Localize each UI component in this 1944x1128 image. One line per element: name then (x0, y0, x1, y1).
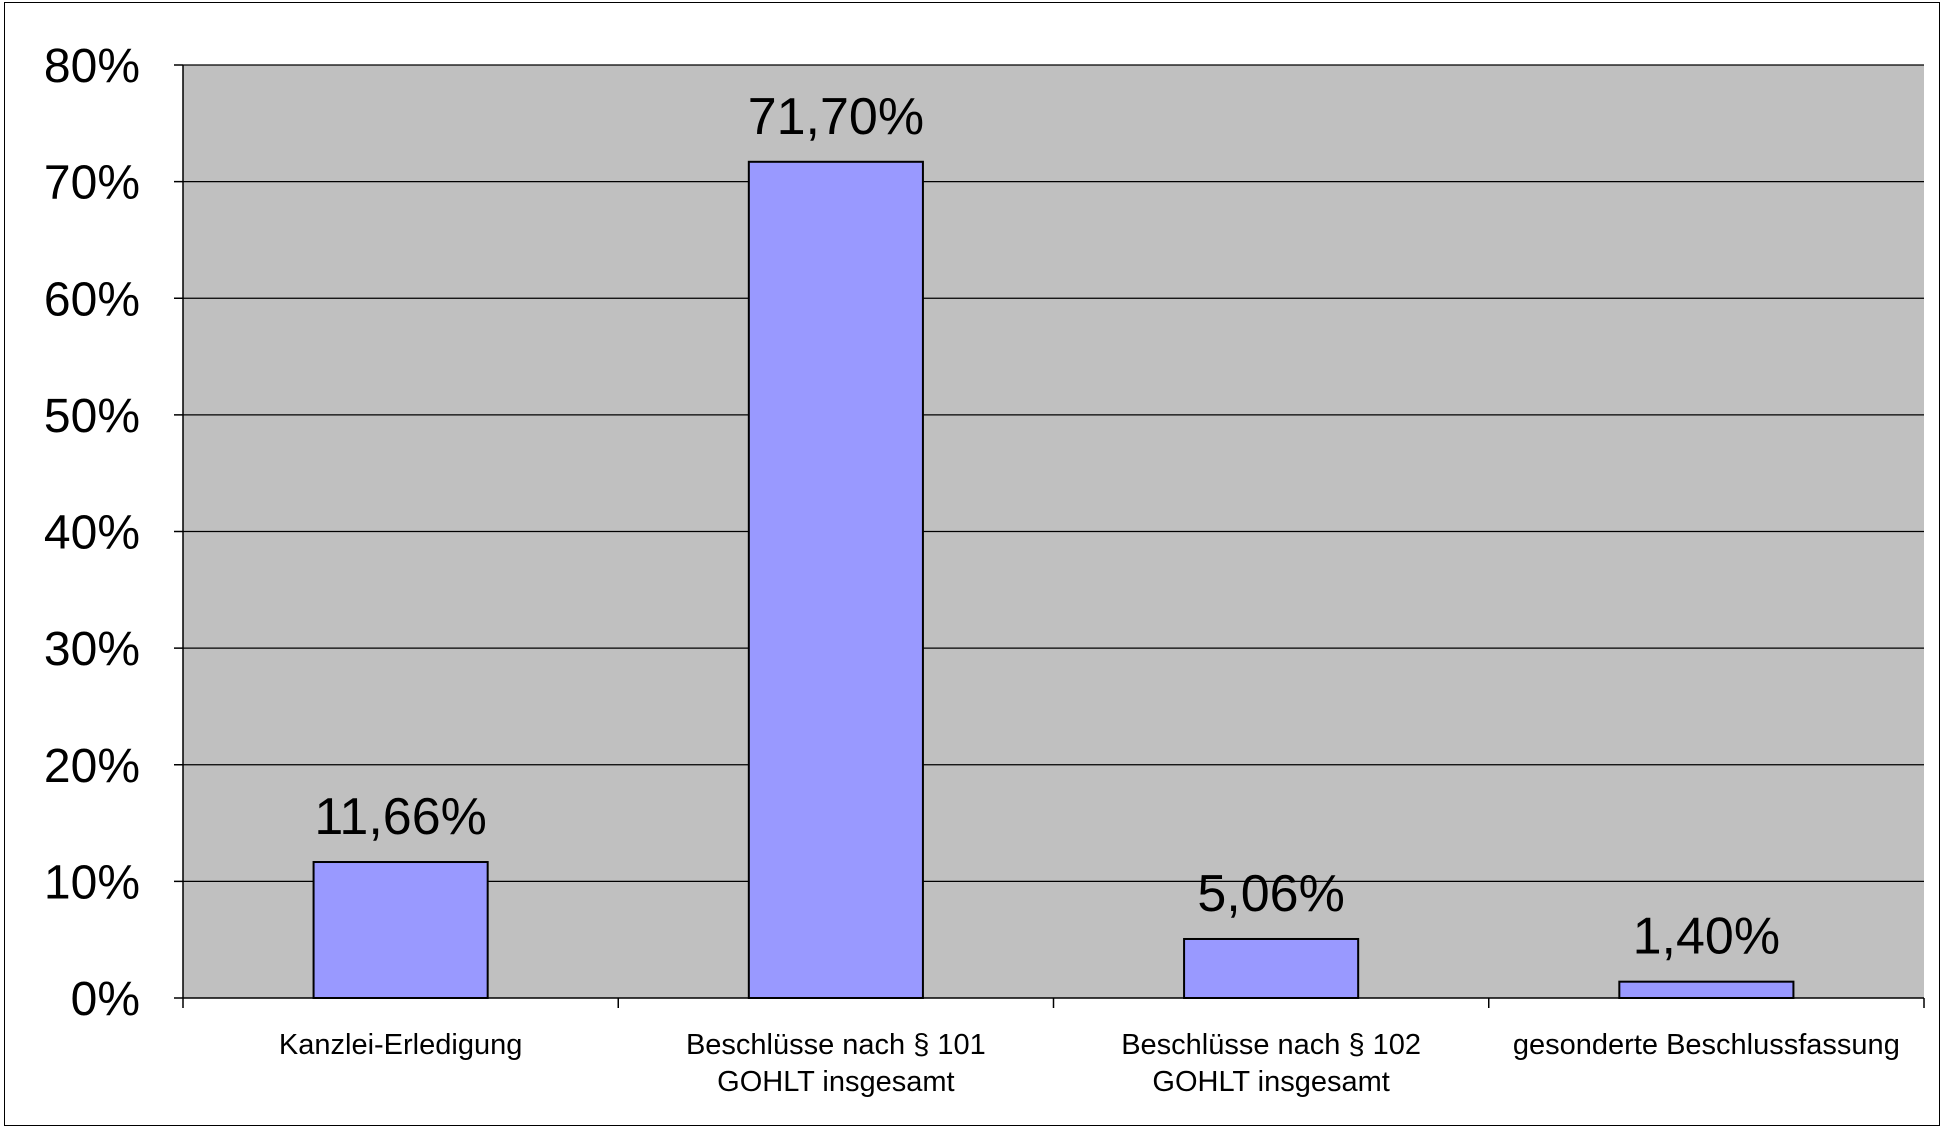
y-tick-label: 20% (44, 740, 140, 793)
data-label: 5,06% (1197, 865, 1344, 923)
x-tick-label: Kanzlei-Erledigung (279, 1029, 522, 1061)
bar (747, 160, 924, 999)
y-tick-label: 40% (44, 507, 140, 560)
bar (1618, 980, 1795, 999)
bar (1183, 937, 1360, 999)
y-axis-ticks: 0% 10% 20% 30% 40% 50% 60% 70% 80% (44, 40, 183, 1026)
x-tick-label: gesonderte Beschlussfassung (1513, 1029, 1900, 1061)
y-tick-label: 0% (71, 973, 140, 1026)
y-tick-label: 50% (44, 390, 140, 443)
bar (312, 861, 489, 1000)
x-tick-label: Beschlüsse nach § 102 (1121, 1029, 1421, 1061)
y-tick-label: 60% (44, 273, 140, 326)
y-tick-label: 30% (44, 623, 140, 676)
x-tick-label: GOHLT insgesamt (1152, 1066, 1389, 1098)
data-labels: 11,66% 71,70% 5,06% 1,40% (314, 88, 1780, 966)
x-axis-ticks: Kanzlei-Erledigung Beschlüsse nach § 101 G… (182, 998, 1925, 1098)
x-tick-label: GOHLT insgesamt (717, 1066, 954, 1098)
y-tick-label: 70% (44, 157, 140, 210)
data-label: 71,70% (748, 88, 924, 146)
data-label: 1,40% (1633, 908, 1780, 966)
data-label: 11,66% (314, 788, 487, 846)
y-tick-label: 10% (44, 856, 140, 909)
gridlines (183, 64, 1924, 882)
y-tick-label: 80% (44, 40, 140, 93)
x-tick-label: Beschlüsse nach § 101 (686, 1029, 986, 1061)
